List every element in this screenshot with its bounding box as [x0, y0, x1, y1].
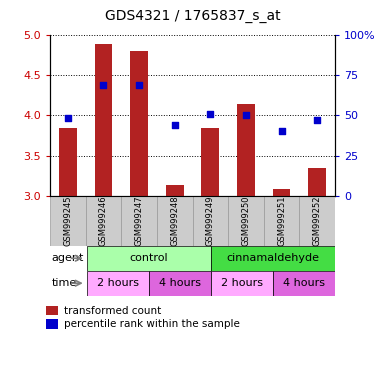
Bar — [228, 196, 264, 246]
Text: GSM999246: GSM999246 — [99, 195, 108, 246]
Text: 4 hours: 4 hours — [159, 278, 201, 288]
Text: control: control — [130, 253, 169, 263]
Bar — [201, 128, 219, 196]
Point — [100, 81, 107, 88]
Bar — [166, 185, 184, 196]
Bar — [149, 271, 211, 296]
Bar — [85, 196, 121, 246]
Point — [136, 81, 142, 88]
Text: percentile rank within the sample: percentile rank within the sample — [64, 319, 239, 329]
Text: transformed count: transformed count — [64, 306, 161, 316]
Text: GSM999252: GSM999252 — [313, 195, 321, 246]
Text: time: time — [52, 278, 77, 288]
Text: agent: agent — [52, 253, 84, 263]
Bar — [264, 196, 300, 246]
Bar — [273, 189, 290, 196]
Point — [207, 111, 213, 117]
Point — [314, 117, 320, 123]
Bar — [300, 196, 335, 246]
Bar — [192, 196, 228, 246]
Bar — [46, 319, 58, 329]
Bar — [87, 246, 211, 271]
Bar — [273, 271, 335, 296]
Text: GSM999251: GSM999251 — [277, 195, 286, 246]
Bar — [121, 196, 157, 246]
Bar — [211, 271, 273, 296]
Text: 2 hours: 2 hours — [221, 278, 263, 288]
Text: 2 hours: 2 hours — [97, 278, 139, 288]
Text: GSM999249: GSM999249 — [206, 195, 215, 246]
Text: GSM999247: GSM999247 — [135, 195, 144, 246]
Text: 4 hours: 4 hours — [283, 278, 325, 288]
Text: GSM999248: GSM999248 — [170, 195, 179, 246]
Bar — [237, 104, 255, 196]
Point — [278, 128, 285, 134]
Text: GSM999250: GSM999250 — [241, 195, 250, 246]
Point — [243, 112, 249, 118]
Bar — [157, 196, 192, 246]
Point — [65, 115, 71, 121]
Text: GSM999245: GSM999245 — [64, 195, 72, 246]
Text: GDS4321 / 1765837_s_at: GDS4321 / 1765837_s_at — [105, 9, 280, 23]
Bar — [59, 128, 77, 196]
Point — [172, 122, 178, 128]
Bar — [87, 271, 149, 296]
Bar — [308, 167, 326, 196]
Bar — [211, 246, 335, 271]
Bar — [95, 44, 112, 196]
Bar — [50, 196, 85, 246]
Text: cinnamaldehyde: cinnamaldehyde — [226, 253, 320, 263]
Bar — [46, 306, 58, 316]
Bar — [130, 51, 148, 196]
